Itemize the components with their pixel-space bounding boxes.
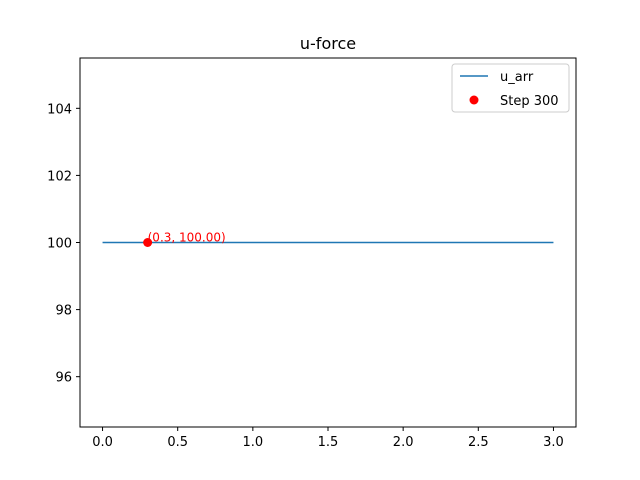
y-tick-label: 104 [47,102,72,117]
y-tick-label: 96 [55,371,72,386]
y-tick-label: 98 [55,304,72,319]
x-tick-label: 2.0 [393,435,414,450]
y-axis: 96 98 100 102 104 [47,102,80,386]
y-tick-label: 100 [47,237,72,252]
point-annotation: (0.3, 100.00) [148,231,226,245]
x-tick-label: 1.5 [318,435,339,450]
y-tick-label: 102 [47,169,72,184]
legend: u_arr Step 300 [451,63,570,113]
legend-label: u_arr [500,70,534,85]
series-layer: (0.3, 100.00) [102,231,554,247]
x-tick-label: 0.0 [92,435,113,450]
legend-label: Step 300 [500,94,559,109]
x-tick-label: 0.5 [167,435,188,450]
chart-title: u-force [300,34,356,53]
x-tick-label: 3.0 [543,435,564,450]
x-tick-label: 1.0 [243,435,264,450]
scatter-point [143,238,153,247]
x-axis: 0.0 0.5 1.0 1.5 2.0 2.5 3.0 [92,427,564,450]
x-tick-label: 2.5 [468,435,489,450]
legend-marker-swatch [469,95,479,105]
